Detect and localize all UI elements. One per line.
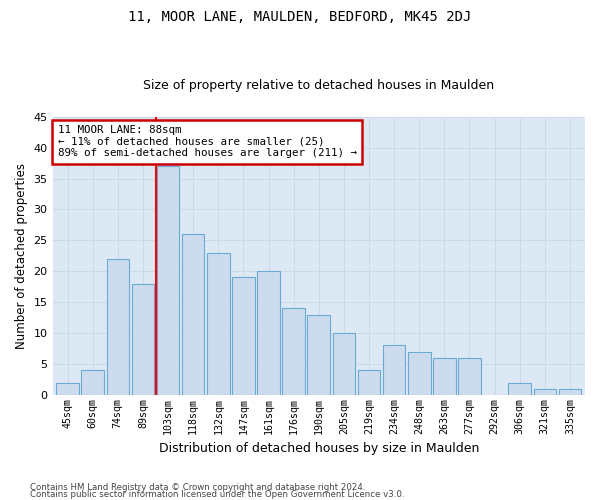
Text: 11 MOOR LANE: 88sqm
← 11% of detached houses are smaller (25)
89% of semi-detach: 11 MOOR LANE: 88sqm ← 11% of detached ho… bbox=[58, 125, 357, 158]
Bar bbox=[56, 382, 79, 395]
Bar bbox=[107, 259, 129, 395]
Bar bbox=[307, 314, 330, 395]
Bar bbox=[232, 278, 255, 395]
Text: 11, MOOR LANE, MAULDEN, BEDFORD, MK45 2DJ: 11, MOOR LANE, MAULDEN, BEDFORD, MK45 2D… bbox=[128, 10, 472, 24]
Bar bbox=[283, 308, 305, 395]
Bar bbox=[433, 358, 455, 395]
Bar bbox=[408, 352, 431, 395]
Bar bbox=[157, 166, 179, 395]
Title: Size of property relative to detached houses in Maulden: Size of property relative to detached ho… bbox=[143, 79, 494, 92]
Bar bbox=[508, 382, 531, 395]
Bar bbox=[207, 252, 230, 395]
Bar bbox=[358, 370, 380, 395]
Bar bbox=[383, 346, 406, 395]
Y-axis label: Number of detached properties: Number of detached properties bbox=[15, 163, 28, 349]
Bar bbox=[533, 388, 556, 395]
Bar bbox=[332, 333, 355, 395]
Bar bbox=[82, 370, 104, 395]
Bar bbox=[257, 272, 280, 395]
Bar bbox=[182, 234, 205, 395]
Bar bbox=[131, 284, 154, 395]
Text: Contains public sector information licensed under the Open Government Licence v3: Contains public sector information licen… bbox=[30, 490, 404, 499]
Bar bbox=[559, 388, 581, 395]
X-axis label: Distribution of detached houses by size in Maulden: Distribution of detached houses by size … bbox=[158, 442, 479, 455]
Text: Contains HM Land Registry data © Crown copyright and database right 2024.: Contains HM Land Registry data © Crown c… bbox=[30, 484, 365, 492]
Bar bbox=[458, 358, 481, 395]
